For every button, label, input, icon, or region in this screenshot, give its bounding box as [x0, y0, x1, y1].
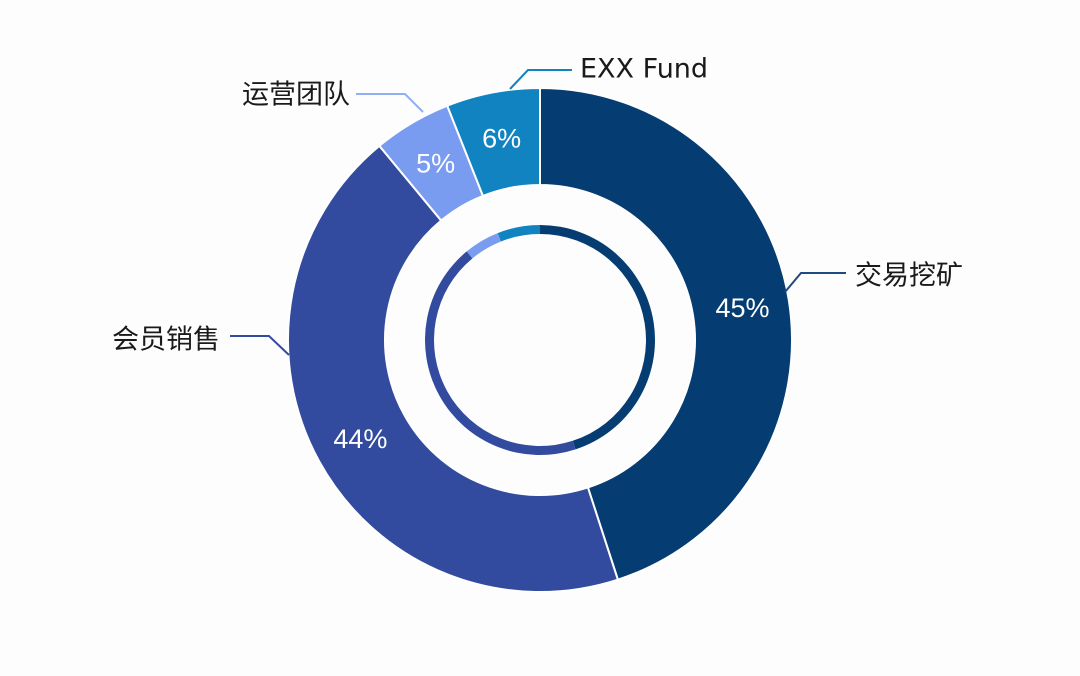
slice-3-leader-line — [356, 93, 424, 113]
slice-2-value-label: 44% — [333, 424, 387, 454]
inner-ring — [425, 225, 655, 455]
slice-1-value-label: 45% — [715, 293, 769, 323]
inner-ring-segment — [466, 233, 501, 259]
slice-1-leader-line — [784, 272, 846, 293]
slice-4-leader-line — [509, 69, 572, 90]
slice-4 — [445, 86, 541, 198]
slice-3-category-label: 运营团队 — [242, 80, 350, 111]
slice-2-category-label: 会员销售 — [112, 325, 220, 356]
slice-2-leader-line — [230, 335, 290, 356]
inner-ring-segment — [497, 225, 540, 242]
slice-labels: 45% 44% 5% 6% — [333, 124, 769, 454]
slice-1-category-label: 交易挖矿 — [855, 261, 963, 292]
slice-2 — [287, 144, 620, 593]
inner-ring-segment — [425, 251, 576, 455]
outer-ring — [287, 86, 793, 593]
slice-4-category-label: EXX Fund — [580, 54, 708, 85]
slice-3-value-label: 5% — [416, 149, 455, 179]
inner-ring-segment — [540, 225, 655, 450]
slice-4-value-label: 6% — [482, 124, 521, 154]
slice-1 — [539, 86, 793, 581]
